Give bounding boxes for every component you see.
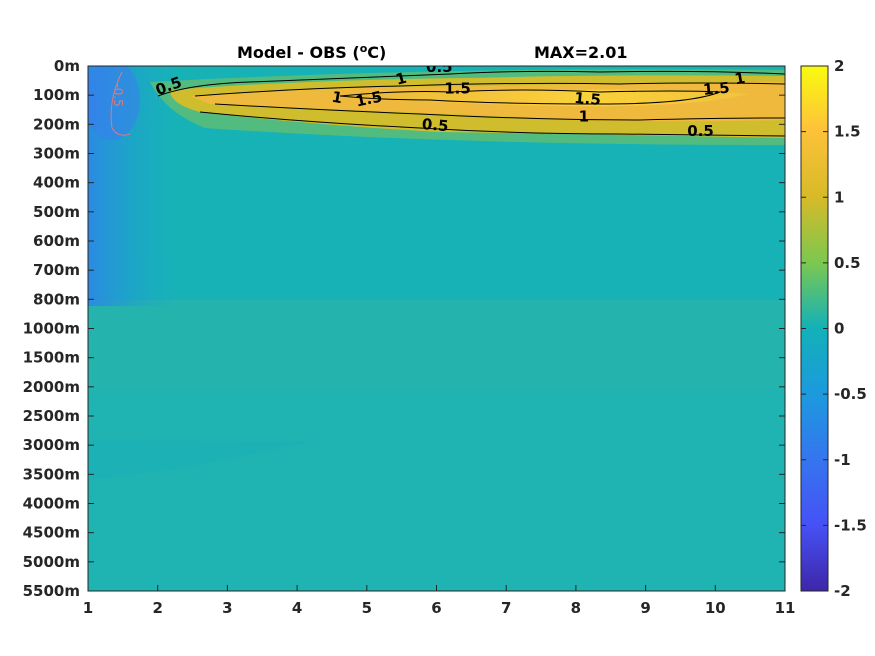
x-tick-label: 9 [640,599,650,617]
contour-labels: 0.50.511 1.5 1.51.510.51.510.5-0.5 [111,58,747,140]
heatmap-deep-layer [88,390,785,591]
y-axis: 0m 100m 200m 300m 400m 500m 600m 700m 800m 1000m 1… [23,57,785,600]
colorbar-tick-label: 0 [834,320,844,338]
x-tick-label: 7 [501,599,511,617]
x-axis: 1 2 3 4 5 6 7 8 9 10 11 [83,585,796,617]
y-tick-label: 100m [33,86,80,104]
contour-0p5-lower [199,111,785,137]
y-tick-label: 3000m [23,436,80,454]
contour-label: 0.5 [687,122,714,140]
y-tick-label: 300m [33,145,80,163]
y-tick-label: 5000m [23,553,80,571]
y-tick-label: 3500m [23,465,80,483]
contour-label: 1.5 [444,80,471,98]
x-tick-label: 11 [775,599,796,617]
contour-label: 1 [579,107,589,125]
y-tick-label: 4000m [23,495,80,513]
y-tick-label: 500m [33,203,80,221]
contour-1p5-a [339,89,721,105]
contour-label: 1.5 [702,79,730,99]
y-tick-label: 5500m [23,582,80,600]
x-tick-label: 10 [705,599,726,617]
colorbar-tick-label: -0.5 [834,385,867,403]
contour-label: 1.5 [354,87,384,110]
heatmap-region-1p5 [330,89,750,107]
contour-1-lower [214,103,785,121]
y-tick-label: 0m [54,57,80,75]
contour-label: 1 [394,69,409,89]
y-tick-label: 4500m [23,524,80,542]
colorbar-tick-label: 1.5 [834,123,861,141]
x-tick-label: 6 [431,599,441,617]
x-tick-label: 1 [83,599,93,617]
colorbar-tick-label: -2 [834,582,851,600]
x-tick-label: 3 [222,599,232,617]
colorbar-tick-label: 1 [834,188,844,206]
y-tick-label: 700m [33,261,80,279]
chart-title: Model - OBS (oC) [237,42,386,62]
y-tick-label: 200m [33,115,80,133]
y-tick-label: 600m [33,232,80,250]
heatmap-cold-core [88,66,140,140]
colorbar-tick-label: -1 [834,451,851,469]
contour-label: 0.5 [426,58,453,76]
colorbar-tick-label: -1.5 [834,516,867,534]
colorbar-tick-label: 2 [834,57,844,75]
heatmap-plot-area: 0.50.511 1.5 1.51.510.51.510.5-0.5 [88,58,785,591]
y-tick-label: 400m [33,174,80,192]
max-value-label: MAX=2.01 [534,43,628,62]
colorbar-tick-label: 0.5 [834,254,861,272]
contour-label: -0.5 [111,83,125,106]
contour-lines [157,70,785,137]
y-tick-label: 1000m [23,320,80,338]
contour-1-upper [194,82,785,97]
heatmap-deep-wedge [88,440,310,480]
contour-0p5-upper [157,70,785,97]
x-tick-label: 2 [152,599,162,617]
x-tick-label: 8 [571,599,581,617]
contour-label: 1.5 [574,89,602,109]
y-tick-label: 800m [33,290,80,308]
x-tick-label: 4 [292,599,302,617]
y-tick-label: 1500m [23,349,80,367]
contour-label: 1 [330,88,343,108]
contour-label: 0.5 [421,115,449,135]
title-unit-superscript: o [360,42,368,55]
x-tick-label: 5 [362,599,372,617]
y-tick-label: 2500m [23,407,80,425]
title-unit-tail: C) [367,43,386,62]
contour-label: 1 [733,69,746,89]
heatmap-mid-layer [88,300,785,390]
contour-neg-0p5 [110,71,131,136]
y-tick-label: 2000m [23,378,80,396]
colorbar-ticks: 2 1.5 1 0.5 0 -0.5 -1 -1.5 -2 [801,57,867,600]
